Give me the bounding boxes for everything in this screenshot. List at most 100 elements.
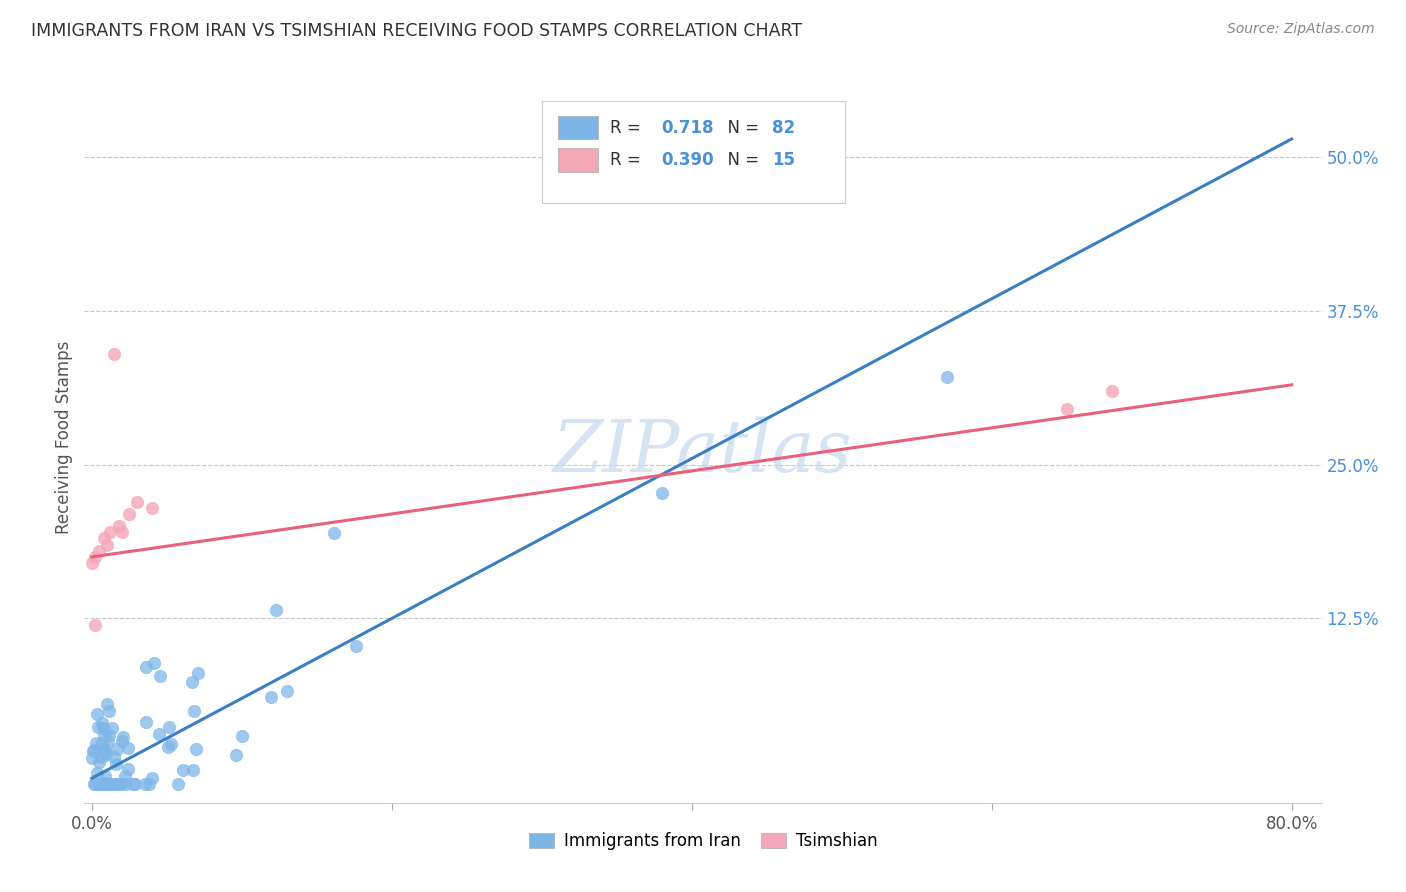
Point xyxy=(93,532,115,546)
Point xyxy=(93,744,115,758)
Point xyxy=(98,777,121,791)
Point xyxy=(112,731,135,745)
Point xyxy=(86,706,108,721)
Point xyxy=(96,777,118,791)
Point xyxy=(187,666,209,681)
Point xyxy=(84,777,107,791)
Point xyxy=(94,743,117,757)
Point xyxy=(83,777,105,791)
Point xyxy=(108,519,131,533)
Point xyxy=(100,777,122,791)
Point xyxy=(135,715,157,730)
Point xyxy=(149,669,172,683)
Point xyxy=(103,347,125,361)
Text: ZIPatlas: ZIPatlas xyxy=(553,417,853,487)
Point xyxy=(94,777,117,791)
Text: 0.390: 0.390 xyxy=(661,151,714,169)
Point xyxy=(94,777,117,791)
Bar xyxy=(558,148,598,171)
Text: 0.718: 0.718 xyxy=(661,119,713,136)
Point xyxy=(89,777,111,791)
Point xyxy=(148,726,170,740)
Point xyxy=(97,728,120,742)
Point xyxy=(231,729,253,743)
Y-axis label: Receiving Food Stamps: Receiving Food Stamps xyxy=(55,341,73,533)
Point xyxy=(110,777,132,791)
Point xyxy=(96,747,118,761)
Point xyxy=(157,739,180,754)
Point xyxy=(121,777,143,791)
Point xyxy=(114,769,136,783)
Point xyxy=(91,736,114,750)
Point xyxy=(80,556,103,570)
Point xyxy=(143,656,166,670)
Point xyxy=(138,777,160,791)
Point xyxy=(125,494,148,508)
Point xyxy=(91,715,114,730)
Point xyxy=(89,777,111,791)
Point xyxy=(183,704,205,718)
Point xyxy=(107,742,129,756)
Point xyxy=(89,543,111,558)
Point xyxy=(94,777,117,791)
Point xyxy=(87,777,110,791)
Point xyxy=(225,748,247,763)
Point xyxy=(93,776,115,790)
Point xyxy=(111,525,134,540)
Point xyxy=(134,777,156,791)
Point xyxy=(115,777,138,791)
Point xyxy=(260,690,283,704)
Point xyxy=(186,742,208,756)
Point xyxy=(118,507,141,521)
Point xyxy=(97,704,120,718)
Point xyxy=(1056,402,1078,417)
Point xyxy=(1101,384,1123,398)
Point xyxy=(111,734,134,748)
Point xyxy=(181,763,204,777)
Point xyxy=(100,721,122,735)
Text: N =: N = xyxy=(717,119,763,136)
Point xyxy=(96,733,118,747)
Text: Source: ZipAtlas.com: Source: ZipAtlas.com xyxy=(1227,22,1375,37)
Point xyxy=(103,749,125,764)
Point xyxy=(93,777,115,791)
Bar xyxy=(558,116,598,139)
Point xyxy=(96,697,118,711)
Point xyxy=(124,777,146,791)
Point xyxy=(276,684,298,698)
Point xyxy=(86,765,108,780)
Point xyxy=(98,525,121,540)
Point xyxy=(104,756,127,771)
Point xyxy=(98,777,121,791)
Text: 15: 15 xyxy=(772,151,796,169)
Point xyxy=(86,736,108,750)
FancyBboxPatch shape xyxy=(543,101,845,203)
Text: R =: R = xyxy=(610,119,647,136)
Point xyxy=(83,549,105,564)
Point xyxy=(101,777,124,791)
Point xyxy=(91,721,114,735)
Point xyxy=(141,771,163,785)
Point xyxy=(264,603,287,617)
Point xyxy=(935,370,957,384)
Point xyxy=(83,743,105,757)
Point xyxy=(110,777,132,791)
Point xyxy=(82,744,104,758)
Point xyxy=(322,525,344,540)
Point xyxy=(105,777,128,791)
Point xyxy=(87,720,110,734)
Legend: Immigrants from Iran, Tsimshian: Immigrants from Iran, Tsimshian xyxy=(522,825,884,856)
Point xyxy=(91,777,114,791)
Point xyxy=(89,756,111,770)
Point xyxy=(141,500,163,515)
Point xyxy=(94,769,117,783)
Point xyxy=(159,737,181,751)
Point xyxy=(82,751,104,765)
Text: R =: R = xyxy=(610,151,647,169)
Point xyxy=(166,777,188,791)
Point xyxy=(104,777,127,791)
Point xyxy=(90,749,112,764)
Point xyxy=(651,486,673,500)
Point xyxy=(180,675,202,690)
Point xyxy=(117,740,139,755)
